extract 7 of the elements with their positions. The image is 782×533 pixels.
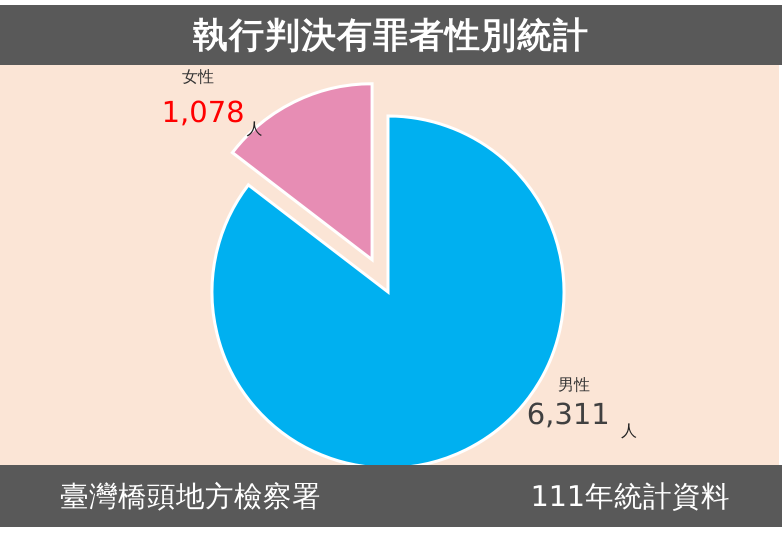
text: 111年統計資料 [530,479,730,515]
slice-label: 女性 [182,67,214,86]
chart-title: 執行判決有罪者性別統計 [193,14,589,58]
text: 臺灣橋頭地方檢察署 [60,479,321,515]
data-label: 1,078$_{人}$ [162,95,263,138]
slice-label: 男性 [558,374,590,394]
data-label: 6,311 $_{人}$ [526,396,637,440]
